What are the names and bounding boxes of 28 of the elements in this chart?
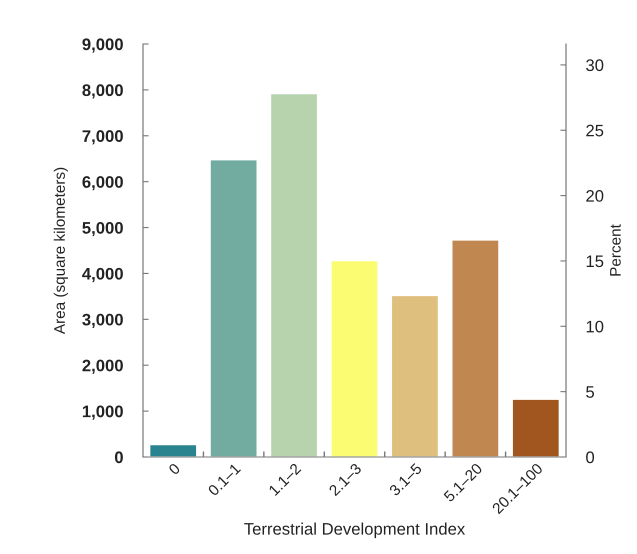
y-tick-label: 5,000	[82, 222, 123, 236]
y2-tick-label: 5	[586, 386, 594, 398]
y-tick-label: 3,000	[82, 314, 123, 328]
x-tick-label: 0	[168, 462, 181, 476]
bar	[512, 398, 560, 457]
y2-tick-label: 10	[586, 320, 604, 333]
bar	[330, 260, 379, 457]
y-axis-title: Area (square kilometers)	[54, 168, 68, 334]
y-tick-label: 2,000	[82, 360, 123, 374]
y2-tick-label: 25	[586, 124, 604, 136]
y2-tick-label: 0	[586, 451, 594, 464]
y-tick-label: 6,000	[82, 176, 123, 190]
bar	[270, 92, 318, 457]
y2-tick-label: 20	[586, 190, 604, 202]
y-tick-label: 7,000	[82, 130, 123, 144]
y2-axis-title: Percent	[610, 224, 621, 276]
y2-tick-label: 15	[586, 256, 604, 268]
y-tick-label: 1,000	[82, 406, 123, 420]
x-axis-title: Terrestrial Development Index	[244, 522, 466, 538]
y2-tick-label: 30	[586, 59, 604, 72]
bar	[209, 158, 258, 457]
y-tick-label: 8,000	[82, 84, 123, 99]
y-tick-label: 9,000	[82, 38, 123, 53]
y-tick-label: 4,000	[82, 268, 123, 282]
bar	[148, 444, 198, 457]
bar	[451, 239, 500, 457]
bar	[390, 294, 440, 457]
y-tick-label: 0	[114, 451, 123, 464]
